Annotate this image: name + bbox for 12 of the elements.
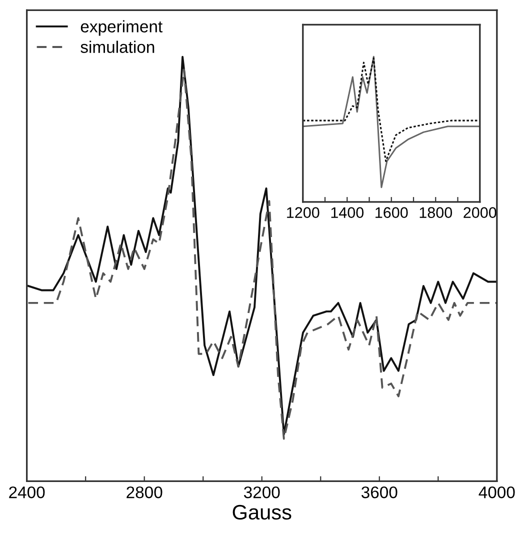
x-tick-label: 2800 — [126, 486, 162, 498]
x-tick-label: 3600 — [361, 486, 398, 498]
x-tick-label: 3200 — [244, 486, 280, 498]
x-tick-label: 2400 — [9, 486, 45, 498]
x-tick-label: 1400 — [331, 207, 364, 218]
x-tick-label: 1600 — [376, 207, 408, 218]
legend-label: simulation — [80, 40, 154, 53]
x-axis-title: Gauss — [232, 504, 292, 520]
x-tick-label: 1200 — [287, 207, 320, 218]
x-tick-label: 4000 — [478, 486, 515, 498]
x-tick-label: 1800 — [420, 207, 452, 218]
legend-label: experiment — [80, 20, 162, 36]
